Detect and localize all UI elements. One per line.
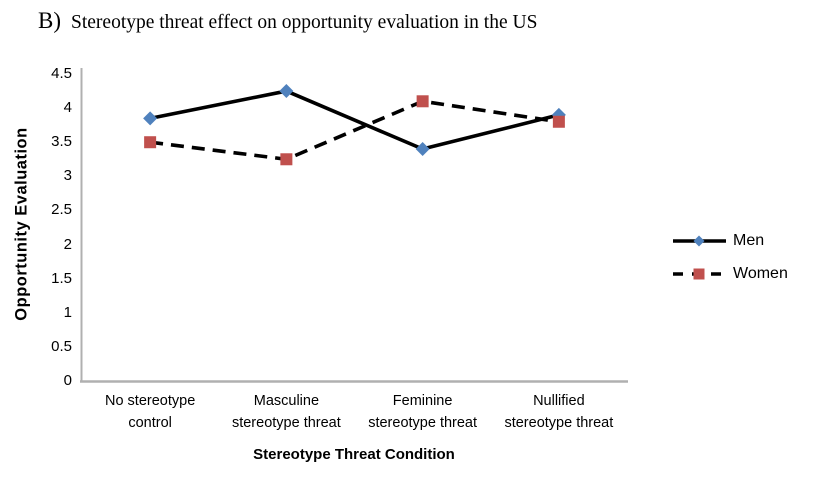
marker-women-1 (144, 136, 157, 149)
legend-label: Men (733, 232, 765, 249)
figure-title: B) Stereotype threat effect on opportunit… (38, 8, 537, 34)
x-tick-label: Masculine stereotype threat (231, 393, 341, 431)
marker-women-4 (552, 115, 565, 128)
series-line-women (149, 99, 560, 162)
legend: Men Women (672, 231, 788, 297)
marker-women-3 (416, 95, 429, 108)
marker-men-1 (143, 111, 158, 126)
y-axis-title: Opportunity Evaluation (12, 127, 31, 321)
y-tick-label: 2.5 (51, 201, 72, 219)
y-tick-label: 1 (63, 303, 72, 321)
marker-men-3 (415, 142, 430, 157)
legend-label: Women (733, 265, 788, 282)
legend-sample-dashed-line (673, 268, 721, 280)
x-tick-label: No stereotype control (104, 393, 196, 431)
figure-label: B) (38, 8, 61, 33)
y-tick-label: 3 (63, 167, 72, 185)
marker-women-2 (280, 153, 293, 166)
y-tick-label: 4 (63, 99, 72, 117)
legend-item-women: Women (672, 264, 788, 284)
square-marker-icon (693, 268, 705, 280)
y-tick-label: 1.5 (51, 269, 72, 287)
y-tick-label: 2 (63, 235, 72, 253)
y-tick-label: 4.5 (51, 65, 72, 82)
y-tick-label: 0 (63, 372, 72, 389)
legend-item-men: Men (672, 231, 788, 251)
y-tick-label: 3.5 (51, 133, 72, 151)
x-tick-label: Nullified stereotype threat (504, 393, 614, 431)
diamond-marker-icon (693, 235, 705, 247)
figure-title-text: Stereotype threat effect on opportunity … (71, 12, 538, 33)
marker-men-2 (279, 84, 294, 99)
legend-sample-solid-line (673, 235, 726, 247)
plot-area (80, 68, 628, 383)
x-tick-label: Feminine stereotype threat (368, 393, 478, 431)
y-tick-label: 0.5 (51, 337, 72, 355)
series-line-men (149, 89, 560, 151)
x-axis-title: Stereotype Threat Condition (253, 446, 455, 463)
